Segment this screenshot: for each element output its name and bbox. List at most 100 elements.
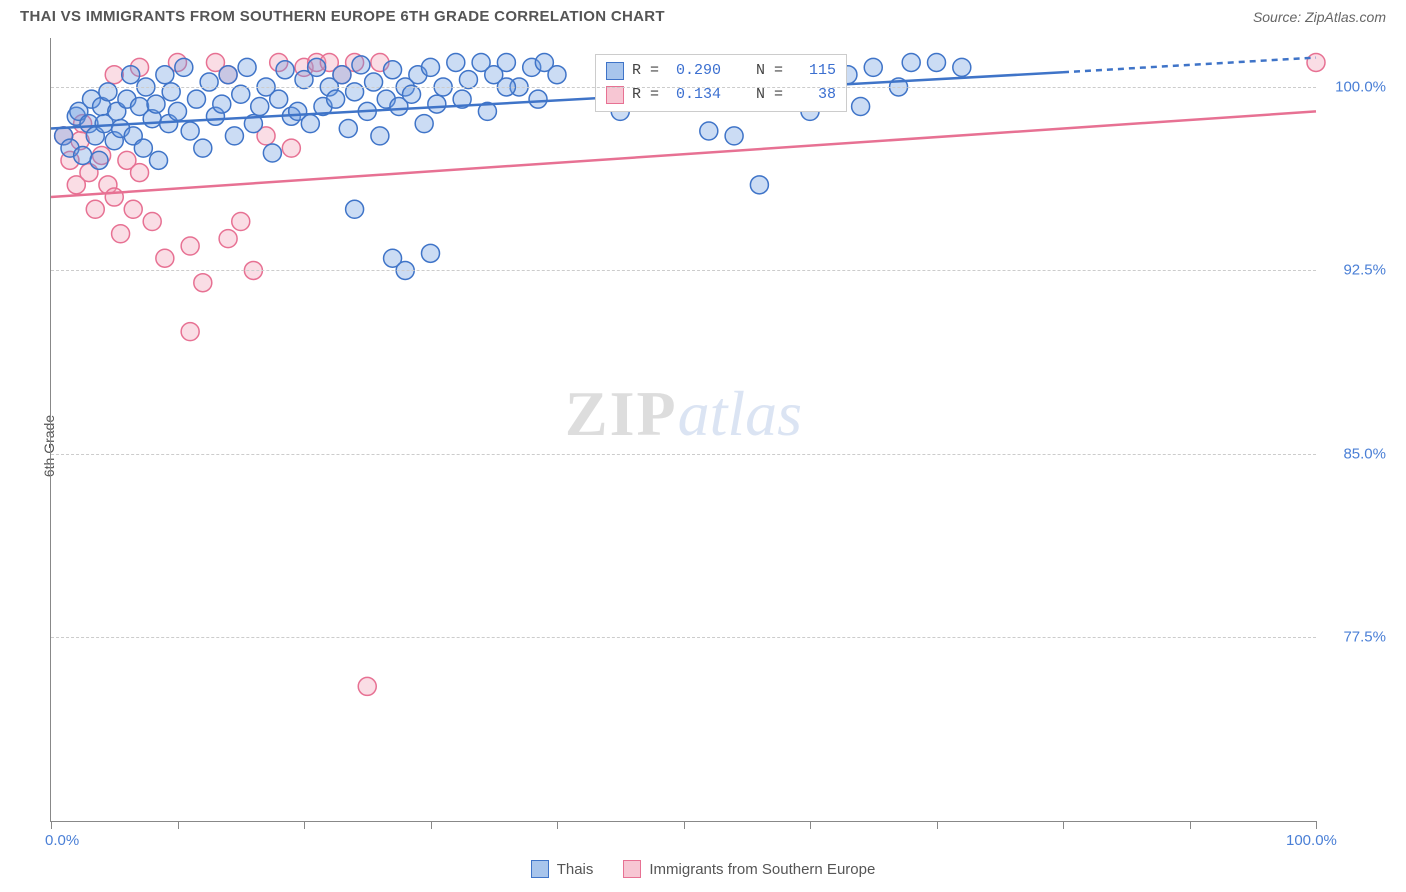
data-point [422, 58, 440, 76]
x-tick [684, 821, 685, 829]
data-point [225, 127, 243, 145]
legend-swatch-icon [606, 86, 624, 104]
x-tick [1190, 821, 1191, 829]
data-point [497, 53, 515, 71]
data-point [308, 58, 326, 76]
data-point [131, 164, 149, 182]
data-point [282, 139, 300, 157]
data-point [352, 56, 370, 74]
data-point [122, 66, 140, 84]
x-tick [51, 821, 52, 829]
data-point [384, 61, 402, 79]
y-tick-label: 77.5% [1343, 629, 1386, 646]
y-tick-label: 100.0% [1335, 78, 1386, 95]
data-point [232, 85, 250, 103]
gridline [51, 87, 1316, 88]
data-point [181, 237, 199, 255]
data-point [86, 200, 104, 218]
x-tick-label: 0.0% [45, 832, 79, 849]
data-point [105, 66, 123, 84]
data-point [852, 98, 870, 116]
chart-title: THAI VS IMMIGRANTS FROM SOUTHERN EUROPE … [20, 8, 665, 25]
chart-source: Source: ZipAtlas.com [1253, 9, 1386, 25]
data-point [175, 58, 193, 76]
data-point [447, 53, 465, 71]
data-point [700, 122, 718, 140]
trend-line [51, 111, 1316, 197]
x-tick [178, 821, 179, 829]
data-point [251, 98, 269, 116]
y-tick-label: 92.5% [1343, 262, 1386, 279]
data-point [124, 200, 142, 218]
bottom-legend: Thais Immigrants from Southern Europe [0, 860, 1406, 878]
data-point [333, 66, 351, 84]
stat-n-value: 115 [800, 59, 836, 83]
data-point [200, 73, 218, 91]
stats-legend-box: R = 0.290 N = 115R = 0.134 N = 38 [595, 54, 847, 112]
legend-swatch-icon [606, 62, 624, 80]
data-point [902, 53, 920, 71]
data-point [358, 677, 376, 695]
legend-label: Immigrants from Southern Europe [649, 861, 875, 878]
data-point [529, 90, 547, 108]
x-tick-label: 100.0% [1286, 832, 1337, 849]
data-point [238, 58, 256, 76]
data-point [459, 71, 477, 89]
legend-swatch-icon [623, 860, 641, 878]
x-tick [1063, 821, 1064, 829]
data-point [276, 61, 294, 79]
legend-label: Thais [557, 861, 594, 878]
x-tick [1316, 821, 1317, 829]
data-point [143, 213, 161, 231]
data-point [156, 249, 174, 267]
data-point [403, 85, 421, 103]
data-point [263, 144, 281, 162]
data-point [346, 83, 364, 101]
data-point [725, 127, 743, 145]
data-point [219, 230, 237, 248]
data-point [99, 83, 117, 101]
data-point [327, 90, 345, 108]
gridline [51, 270, 1316, 271]
data-point [270, 90, 288, 108]
x-tick [937, 821, 938, 829]
data-point [928, 53, 946, 71]
stat-r-label: R = [632, 59, 668, 83]
stats-row: R = 0.290 N = 115 [606, 59, 836, 83]
data-point [194, 274, 212, 292]
data-point [301, 115, 319, 133]
data-point [105, 188, 123, 206]
chart-header: THAI VS IMMIGRANTS FROM SOUTHERN EUROPE … [0, 0, 1406, 29]
data-point [339, 120, 357, 138]
gridline [51, 454, 1316, 455]
data-point [1307, 53, 1325, 71]
data-point [371, 127, 389, 145]
data-point [750, 176, 768, 194]
data-point [232, 213, 250, 231]
data-point [156, 66, 174, 84]
data-point [428, 95, 446, 113]
stat-r-value: 0.290 [676, 59, 721, 83]
y-tick-label: 85.0% [1343, 445, 1386, 462]
data-point [953, 58, 971, 76]
data-point [90, 151, 108, 169]
chart-svg [51, 38, 1316, 821]
data-point [415, 115, 433, 133]
data-point [112, 225, 130, 243]
x-tick [557, 821, 558, 829]
data-point [181, 323, 199, 341]
data-point [548, 66, 566, 84]
trend-line-dashed [1063, 58, 1316, 73]
data-point [169, 102, 187, 120]
data-point [150, 151, 168, 169]
stat-n-label: N = [729, 59, 792, 83]
data-point [194, 139, 212, 157]
data-point [187, 90, 205, 108]
gridline [51, 637, 1316, 638]
data-point [147, 95, 165, 113]
data-point [422, 244, 440, 262]
legend-swatch-icon [531, 860, 549, 878]
data-point [365, 73, 383, 91]
chart-plot-area: ZIPatlas R = 0.290 N = 115R = 0.134 N = … [50, 38, 1316, 822]
data-point [213, 95, 231, 113]
